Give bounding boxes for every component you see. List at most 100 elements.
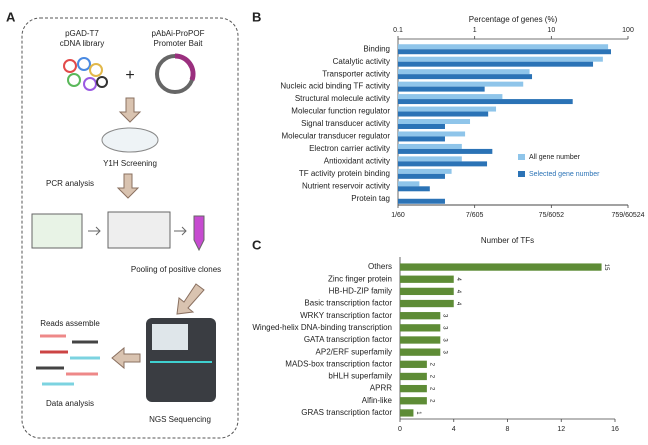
- category-label: Catalytic activity: [333, 57, 390, 66]
- bar: [398, 156, 462, 162]
- data-label: 4: [455, 302, 461, 306]
- bar: [400, 409, 414, 417]
- arrow: [111, 346, 141, 370]
- x-tick-label: 10: [547, 27, 555, 34]
- category-label: Molecular function regulator: [291, 107, 390, 116]
- panel-label: C: [252, 237, 262, 252]
- diagram-frame: [21, 17, 239, 439]
- bar: [398, 124, 445, 129]
- category-label: Transporter activity: [322, 69, 390, 78]
- bar: [398, 44, 609, 50]
- arrows: [88, 226, 187, 236]
- chart-title: Number of TFs: [481, 236, 534, 245]
- plate: [101, 127, 159, 153]
- label: pAbAi-ProPOF: [152, 29, 205, 38]
- bar: [400, 299, 454, 308]
- x-tick-label: 0.1: [393, 27, 403, 34]
- category-label: Zinc finger protein: [328, 274, 392, 283]
- x2-tick-label: 759/60524: [611, 212, 644, 219]
- tube: [193, 215, 205, 252]
- data-label: 2: [428, 375, 434, 379]
- category-label: Signal transducer activity: [301, 119, 390, 128]
- bar: [398, 161, 488, 167]
- x-tick-label: 8: [506, 426, 510, 433]
- bar: [398, 148, 493, 154]
- bar: [398, 173, 445, 179]
- x-tick-label: 0: [398, 426, 402, 433]
- category-label: TF activity protein binding: [299, 169, 390, 178]
- bar: [398, 168, 452, 174]
- x-tick-label: 1: [473, 27, 477, 34]
- data-label: 2: [428, 363, 434, 367]
- screen: [152, 324, 188, 350]
- legend-label: All gene number: [529, 154, 581, 161]
- data-label: 1: [415, 411, 421, 415]
- category-label: GRAS transcription factor: [301, 408, 392, 417]
- category-label: Nutrient reservoir activity: [302, 181, 390, 190]
- label: Y1H Screening: [103, 159, 157, 168]
- bar: [398, 131, 466, 137]
- arrow: [176, 283, 205, 315]
- category-label: Winged-helix DNA-binding transcription: [252, 323, 392, 332]
- category-label: bHLH superfamily: [328, 372, 392, 381]
- bait-insert: [174, 53, 196, 81]
- data-label: 3: [442, 350, 448, 354]
- label: Promoter Bait: [154, 39, 204, 48]
- bar: [400, 324, 441, 332]
- category-label: Basic transcription factor: [304, 299, 392, 308]
- data-label: 4: [455, 290, 461, 294]
- data-label: 3: [442, 326, 448, 330]
- legend-swatch: [518, 154, 525, 160]
- bar: [400, 287, 454, 296]
- bar: [400, 348, 441, 356]
- label: Pooling of positive clones: [131, 265, 221, 274]
- plus: +: [125, 67, 134, 84]
- bar: [398, 49, 611, 55]
- bar: [398, 181, 420, 187]
- label: Data analysis: [46, 399, 94, 408]
- bar: [398, 86, 485, 92]
- x-tick-label: 16: [611, 426, 619, 433]
- category-label: HB-HD-ZIP family: [329, 286, 392, 295]
- label: NGS Sequencing: [149, 415, 211, 424]
- label: PCR analysis: [46, 179, 94, 188]
- category-label: Nucleic acid binding TF activity: [280, 82, 390, 91]
- gel: [107, 211, 171, 249]
- legend-label: Selected gene number: [529, 171, 600, 178]
- bar: [400, 360, 427, 368]
- category-label: MADS-box transcription factor: [285, 359, 392, 368]
- well-plate: [31, 213, 83, 249]
- category-label: Protein tag: [351, 194, 390, 203]
- bar: [398, 119, 471, 124]
- bar: [400, 263, 602, 271]
- data-label: 2: [428, 387, 434, 391]
- label: cDNA library: [60, 39, 104, 48]
- category-label: GATA transcription factor: [304, 335, 393, 344]
- bar: [400, 372, 427, 381]
- arrow: [116, 173, 140, 199]
- data-label: 3: [442, 338, 448, 342]
- bar: [400, 312, 441, 320]
- bar: [400, 397, 427, 405]
- category-label: WRKY transcription factor: [300, 311, 392, 320]
- category-label: AP2/ERF superfamily: [316, 347, 392, 356]
- category-label: Molecular transducer regulator: [282, 132, 391, 141]
- bar: [398, 186, 430, 192]
- bar: [400, 384, 427, 393]
- bar: [398, 136, 445, 142]
- bar: [398, 74, 533, 80]
- bar: [398, 61, 594, 67]
- diagram: pGAD-T7 cDNA library pAbAi-ProPOF Promot…: [21, 17, 239, 439]
- category-label: Others: [368, 262, 392, 271]
- x2-tick-label: 7/605: [466, 212, 484, 219]
- category-label: Antioxidant activity: [324, 156, 390, 165]
- label: Reads assemble: [40, 319, 100, 328]
- bar: [398, 106, 497, 112]
- bar: [398, 69, 530, 75]
- data-label: 15: [603, 264, 609, 271]
- x2-tick-label: 1/60: [391, 212, 405, 219]
- bar: [400, 275, 454, 283]
- panel-label: B: [252, 9, 261, 24]
- x2-tick-label: 75/6052: [539, 212, 564, 219]
